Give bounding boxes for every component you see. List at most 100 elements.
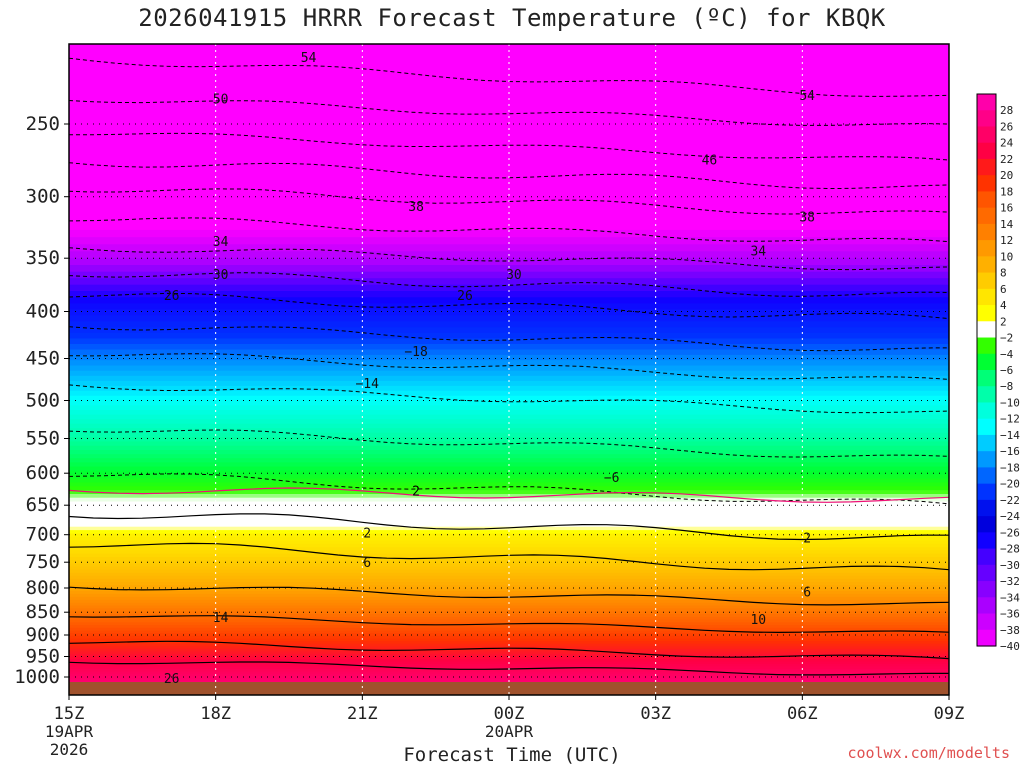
colorbar-swatch: [977, 418, 996, 436]
colorbar-swatch: [977, 110, 996, 128]
colorbar-label: −8: [1000, 380, 1013, 393]
field-band: [69, 278, 949, 286]
y-tick-label: 400: [26, 301, 60, 323]
field-band: [69, 512, 949, 517]
contour-line-positive: [69, 513, 949, 541]
field-band: [69, 638, 949, 642]
field-band: [69, 602, 949, 607]
y-tick-label: 450: [26, 348, 60, 370]
colorbar-label: −4: [1000, 348, 1014, 361]
field-band: [69, 494, 949, 499]
colorbar-swatch: [977, 142, 996, 160]
colorbar-swatch: [977, 240, 996, 257]
colorbar-label: −18: [1000, 461, 1020, 474]
y-tick-label: 800: [26, 577, 60, 599]
field-band: [69, 419, 949, 425]
colorbar-swatch: [977, 451, 996, 469]
colorbar-label: 22: [1000, 153, 1013, 166]
field-band: [69, 423, 949, 429]
field-band: [69, 174, 949, 184]
y-tick-label: 550: [26, 428, 60, 450]
field-band: [69, 458, 949, 464]
field-band: [69, 519, 949, 524]
field-band: [69, 537, 949, 542]
field-band: [69, 291, 949, 298]
colorbar-swatch: [977, 94, 996, 111]
contour-label: −18: [404, 345, 427, 360]
field-band: [69, 633, 949, 637]
colorbar-swatch: [977, 629, 996, 647]
field-band: [69, 229, 949, 238]
field-band: [69, 572, 949, 577]
colorbar-swatch: [977, 370, 996, 387]
field-band: [69, 482, 949, 488]
y-tick-label: 750: [26, 551, 60, 573]
y-tick-label: 850: [26, 601, 60, 623]
y-tick-label: 250: [26, 113, 60, 135]
field-band: [69, 651, 949, 655]
y-tick-label: 300: [26, 186, 60, 208]
field-band: [69, 327, 949, 334]
field-band: [69, 46, 949, 60]
colorbar-label: 24: [1000, 137, 1014, 150]
field-band: [69, 303, 949, 311]
colorbar-label: 18: [1000, 185, 1013, 198]
field-band: [69, 550, 949, 555]
y-tick-label: 600: [26, 462, 60, 484]
x-tick-label: 15Z: [54, 704, 85, 724]
colorbar-label: 16: [1000, 202, 1013, 215]
site-credit: coolwx.com/modelts: [847, 744, 1010, 762]
colorbar-swatch: [977, 207, 996, 225]
x-tick-label: 18Z: [200, 704, 231, 724]
field-band: [69, 530, 949, 535]
colorbar-swatch: [977, 499, 996, 517]
contour-label: 38: [799, 211, 815, 226]
contour-label: 54: [301, 51, 317, 66]
colorbar-label: 4: [1000, 299, 1007, 312]
pressure-axis: 2503003504004505005506006507007508008509…: [14, 113, 69, 688]
field-band: [69, 428, 949, 434]
contour-line-positive: [69, 640, 949, 660]
colorbar-label: −38: [1000, 624, 1020, 637]
y-tick-label: 900: [26, 624, 60, 646]
field-band: [69, 497, 949, 503]
colorbar-swatch: [977, 288, 996, 306]
colorbar-swatch: [977, 337, 996, 355]
field-band: [69, 405, 949, 411]
field-band: [69, 599, 949, 604]
colorbar-label: −22: [1000, 494, 1020, 507]
field-band: [69, 58, 949, 71]
x-tick-label: 09Z: [934, 704, 965, 724]
colorbar-frame: [976, 93, 997, 647]
field-band: [69, 207, 949, 216]
field-band: [69, 349, 949, 356]
field-band: [69, 315, 949, 323]
field-band: [69, 410, 949, 416]
colorbar-label: −34: [1000, 591, 1020, 604]
colorbar-swatch: [977, 158, 996, 176]
contour-label: 54: [799, 89, 815, 104]
field-band: [69, 659, 949, 663]
contour-label: 26: [457, 289, 473, 304]
field-band: [69, 676, 949, 680]
terrain-strip: [69, 682, 949, 695]
field-band: [69, 120, 949, 132]
field-band: [69, 437, 949, 443]
colorbar-swatch: [977, 305, 996, 322]
contour-label: 6: [363, 556, 371, 571]
colorbar-swatch: [977, 386, 996, 404]
field-band: [69, 575, 949, 580]
y-tick-label: 500: [26, 390, 60, 412]
colorbar-swatch: [977, 191, 996, 209]
contour-label: 26: [164, 289, 180, 304]
y-tick-label: 350: [26, 247, 60, 269]
colorbar-label: −40: [1000, 640, 1020, 653]
field-band: [69, 80, 949, 92]
colorbar-swatch: [977, 581, 996, 598]
field-band: [69, 375, 949, 382]
y-tick-label: 650: [26, 494, 60, 516]
field-band: [69, 566, 949, 571]
colorbar-swatch: [977, 516, 996, 533]
